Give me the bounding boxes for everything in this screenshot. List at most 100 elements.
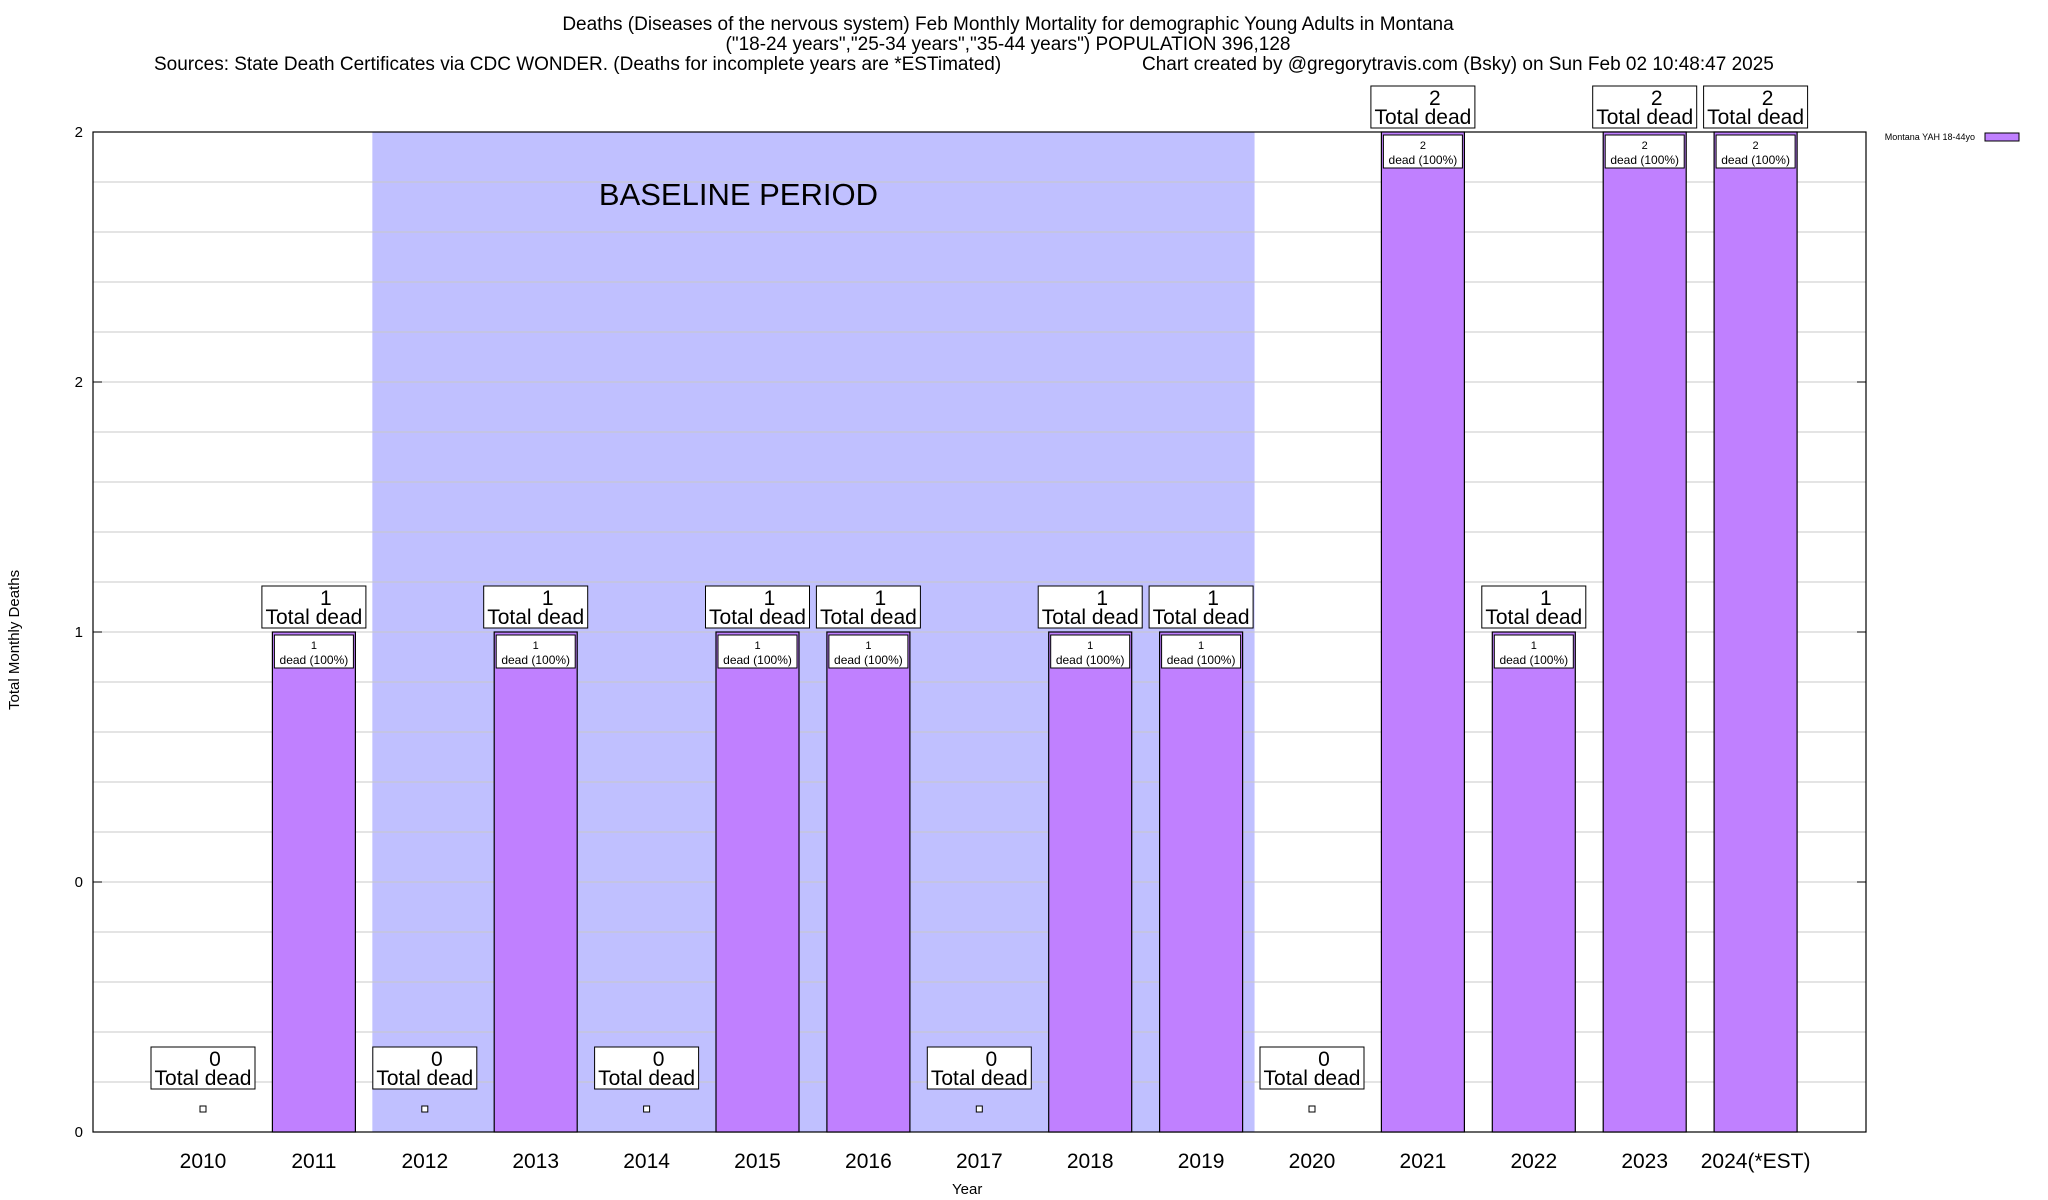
x-tick-label: 2014: [623, 1150, 670, 1173]
x-axis-label: Year: [952, 1181, 983, 1198]
bar: [1158, 631, 1244, 1133]
bar: [1048, 631, 1133, 1133]
total-dead-label: Total dead: [1707, 106, 1804, 129]
x-tick-label: 2016: [845, 1150, 892, 1173]
bar-value-label: 2: [1753, 140, 1759, 152]
bar-value-label: 1: [1198, 640, 1204, 652]
x-tick-label: 2012: [401, 1150, 448, 1173]
total-value-label: 1: [542, 587, 554, 610]
bar-value-label: 1: [754, 640, 760, 652]
chart-credit: Chart created by @gregorytravis.com (Bsk…: [1142, 54, 1774, 75]
bar-label-box: [828, 634, 909, 669]
x-tick-label: 2024(*EST): [1701, 1150, 1811, 1173]
chart-subtitle: ("18-24 years","25-34 years","35-44 year…: [725, 34, 1291, 55]
total-dead-label: Total dead: [487, 606, 584, 629]
total-value-label: 1: [320, 587, 332, 610]
y-axis-label: Total Monthly Deaths: [6, 569, 23, 710]
total-dead-label: Total dead: [265, 606, 362, 629]
total-value-label: 1: [875, 587, 887, 610]
total-value-label: 1: [1207, 587, 1219, 610]
zero-marker: [421, 1105, 429, 1113]
bar-label-box: [1161, 634, 1242, 669]
total-value-label: 1: [1540, 587, 1552, 610]
total-dead-label: Total dead: [1485, 606, 1582, 629]
bar-percent-label: dead (100%): [1499, 653, 1568, 667]
zero-marker: [199, 1105, 207, 1113]
total-label-box: [483, 585, 589, 629]
total-dead-label: Total dead: [709, 606, 806, 629]
bar-percent-label: dead (100%): [723, 653, 792, 667]
total-value-label: 1: [764, 587, 776, 610]
total-label-box: [1037, 585, 1143, 629]
zero-marker: [1308, 1105, 1316, 1113]
zero-marker: [975, 1105, 983, 1113]
bar-value-label: 1: [1087, 640, 1093, 652]
bar-percent-label: dead (100%): [834, 653, 903, 667]
bar-label-box: [273, 634, 354, 669]
total-dead-label: Total dead: [1596, 106, 1693, 129]
bar-label-box: [1715, 134, 1796, 169]
bar-value-label: 1: [865, 640, 871, 652]
total-label-box: [150, 1046, 256, 1090]
bar-percent-label: dead (100%): [1167, 653, 1236, 667]
total-label-box: [1259, 1046, 1365, 1090]
x-tick-label: 2019: [1178, 1150, 1225, 1173]
total-value-label: 0: [209, 1048, 221, 1071]
x-tick-label: 2018: [1067, 1150, 1114, 1173]
total-value-label: 0: [431, 1048, 443, 1071]
bar-percent-label: dead (100%): [501, 653, 570, 667]
x-tick-label: 2022: [1510, 1150, 1557, 1173]
bar-label-box: [1604, 134, 1685, 169]
total-label-box: [926, 1046, 1032, 1090]
y-tick-label: 0: [75, 874, 83, 891]
bar-percent-label: dead (100%): [1389, 153, 1458, 167]
bar: [493, 631, 578, 1133]
bar-percent-label: dead (100%): [1610, 153, 1679, 167]
bar-value-label: 1: [1531, 640, 1537, 652]
total-label-box: [261, 585, 367, 629]
credit-row: Sources: State Death Certificates via CD…: [0, 54, 2048, 76]
total-label-box: [594, 1046, 700, 1090]
total-dead-label: Total dead: [1153, 606, 1250, 629]
bar-label-box: [495, 634, 576, 669]
y-tick-label: 2: [75, 124, 83, 141]
total-value-label: 1: [1096, 587, 1108, 610]
total-label-box: [705, 585, 810, 629]
x-tick-label: 2013: [512, 1150, 559, 1173]
bar-percent-label: dead (100%): [1721, 153, 1790, 167]
total-label-box: [1592, 85, 1698, 129]
zero-marker: [643, 1105, 651, 1113]
x-tick-label: 2023: [1621, 1150, 1668, 1173]
total-dead-label: Total dead: [1374, 106, 1471, 129]
bar-label-box: [1050, 634, 1131, 669]
bar: [1602, 131, 1687, 1133]
total-dead-label: Total dead: [1042, 606, 1139, 629]
total-dead-label: Total dead: [155, 1067, 252, 1090]
x-tick-label: 2017: [956, 1150, 1003, 1173]
x-tick-label: 2020: [1289, 1150, 1336, 1173]
bar: [271, 631, 356, 1133]
bar: [715, 631, 800, 1133]
bar-label-box: [717, 634, 798, 669]
bar-label-box: [1382, 134, 1463, 169]
bar: [1380, 131, 1466, 1133]
bar: [1713, 131, 1798, 1133]
total-dead-label: Total dead: [376, 1067, 473, 1090]
bar-value-label: 2: [1642, 140, 1648, 152]
chart-title: Deaths (Diseases of the nervous system) …: [562, 14, 1454, 35]
total-label-box: [1703, 85, 1809, 129]
total-label-box: [372, 1046, 478, 1090]
total-label-box: [1481, 585, 1587, 629]
total-value-label: 2: [1762, 87, 1774, 110]
bar: [1491, 631, 1576, 1133]
legend-label: Montana YAH 18-44yo: [1885, 132, 1975, 142]
y-tick-label: 0: [75, 1124, 83, 1141]
total-label-box: [1148, 585, 1254, 629]
y-tick-label: 2: [75, 374, 83, 391]
total-value-label: 0: [1318, 1048, 1330, 1071]
sources-note: Sources: State Death Certificates via CD…: [154, 54, 1002, 75]
x-tick-label: 2010: [180, 1150, 227, 1173]
bar-value-label: 1: [311, 640, 317, 652]
total-dead-label: Total dead: [931, 1067, 1028, 1090]
